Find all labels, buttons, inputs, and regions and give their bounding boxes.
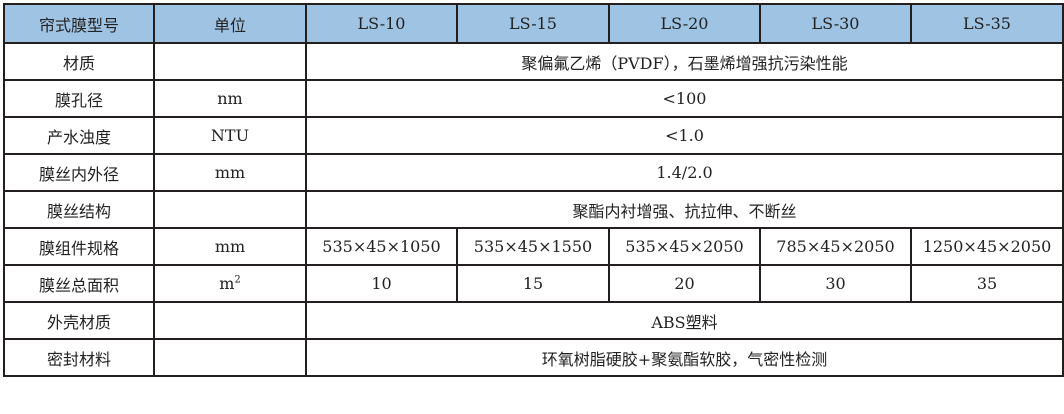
table-row: 材质 聚偏氟乙烯（PVDF），石墨烯增强抗污染性能	[3, 42, 1064, 81]
header-model: 帘式膜型号	[3, 3, 155, 44]
header-ls10: LS-10	[305, 3, 458, 44]
header-unit: 单位	[153, 3, 307, 44]
header-ls30: LS-30	[759, 3, 912, 44]
table-row: 膜组件规格 mm 535×45×1050 535×45×1550 535×45×…	[3, 227, 1064, 266]
table-row: 膜孔径 nm <100	[3, 79, 1064, 118]
row-unit	[153, 190, 307, 229]
row-unit: NTU	[153, 116, 307, 155]
row-label: 膜孔径	[3, 79, 155, 118]
cell-ls35: 35	[910, 264, 1064, 303]
row-unit: mm	[153, 227, 307, 266]
table-row: 膜丝结构 聚酯内衬增强、抗拉伸、不断丝	[3, 190, 1064, 229]
row-value: <1.0	[305, 116, 1064, 155]
unit-base: m	[219, 274, 235, 293]
row-label: 材质	[3, 42, 155, 81]
header-row: 帘式膜型号 单位 LS-10 LS-15 LS-20 LS-30 LS-35	[3, 3, 1064, 44]
cell-ls10: 10	[305, 264, 458, 303]
row-value: 1.4/2.0	[305, 153, 1064, 192]
cell-ls30: 785×45×2050	[759, 227, 912, 266]
header-ls20: LS-20	[608, 3, 761, 44]
cell-ls10: 535×45×1050	[305, 227, 458, 266]
spec-table: 帘式膜型号 单位 LS-10 LS-15 LS-20 LS-30 LS-35 材…	[3, 3, 1064, 377]
row-unit	[153, 301, 307, 340]
row-unit	[153, 42, 307, 81]
cell-ls20: 535×45×2050	[608, 227, 761, 266]
row-label: 密封材料	[3, 338, 155, 377]
row-label: 膜丝内外径	[3, 153, 155, 192]
table-row: 膜丝内外径 mm 1.4/2.0	[3, 153, 1064, 192]
row-label: 产水浊度	[3, 116, 155, 155]
row-value: 环氧树脂硬胶+聚氨酯软胶，气密性检测	[305, 338, 1064, 377]
table-row: 产水浊度 NTU <1.0	[3, 116, 1064, 155]
table-row: 膜丝总面积 m2 10 15 20 30 35	[3, 264, 1064, 303]
cell-ls35: 1250×45×2050	[910, 227, 1064, 266]
table-row: 外壳材质 ABS塑料	[3, 301, 1064, 340]
header-ls15: LS-15	[456, 3, 610, 44]
cell-ls30: 30	[759, 264, 912, 303]
row-label: 膜组件规格	[3, 227, 155, 266]
cell-ls20: 20	[608, 264, 761, 303]
cell-ls15: 15	[456, 264, 610, 303]
row-value: 聚偏氟乙烯（PVDF），石墨烯增强抗污染性能	[305, 42, 1064, 81]
unit-superscript: 2	[234, 274, 241, 286]
row-unit: mm	[153, 153, 307, 192]
table-row: 密封材料 环氧树脂硬胶+聚氨酯软胶，气密性检测	[3, 338, 1064, 377]
row-unit	[153, 338, 307, 377]
row-label: 膜丝结构	[3, 190, 155, 229]
row-unit: nm	[153, 79, 307, 118]
cell-ls15: 535×45×1550	[456, 227, 610, 266]
row-value: ABS塑料	[305, 301, 1064, 340]
row-unit: m2	[153, 264, 307, 303]
row-label: 膜丝总面积	[3, 264, 155, 303]
row-value: <100	[305, 79, 1064, 118]
row-label: 外壳材质	[3, 301, 155, 340]
header-ls35: LS-35	[910, 3, 1064, 44]
row-value: 聚酯内衬增强、抗拉伸、不断丝	[305, 190, 1064, 229]
